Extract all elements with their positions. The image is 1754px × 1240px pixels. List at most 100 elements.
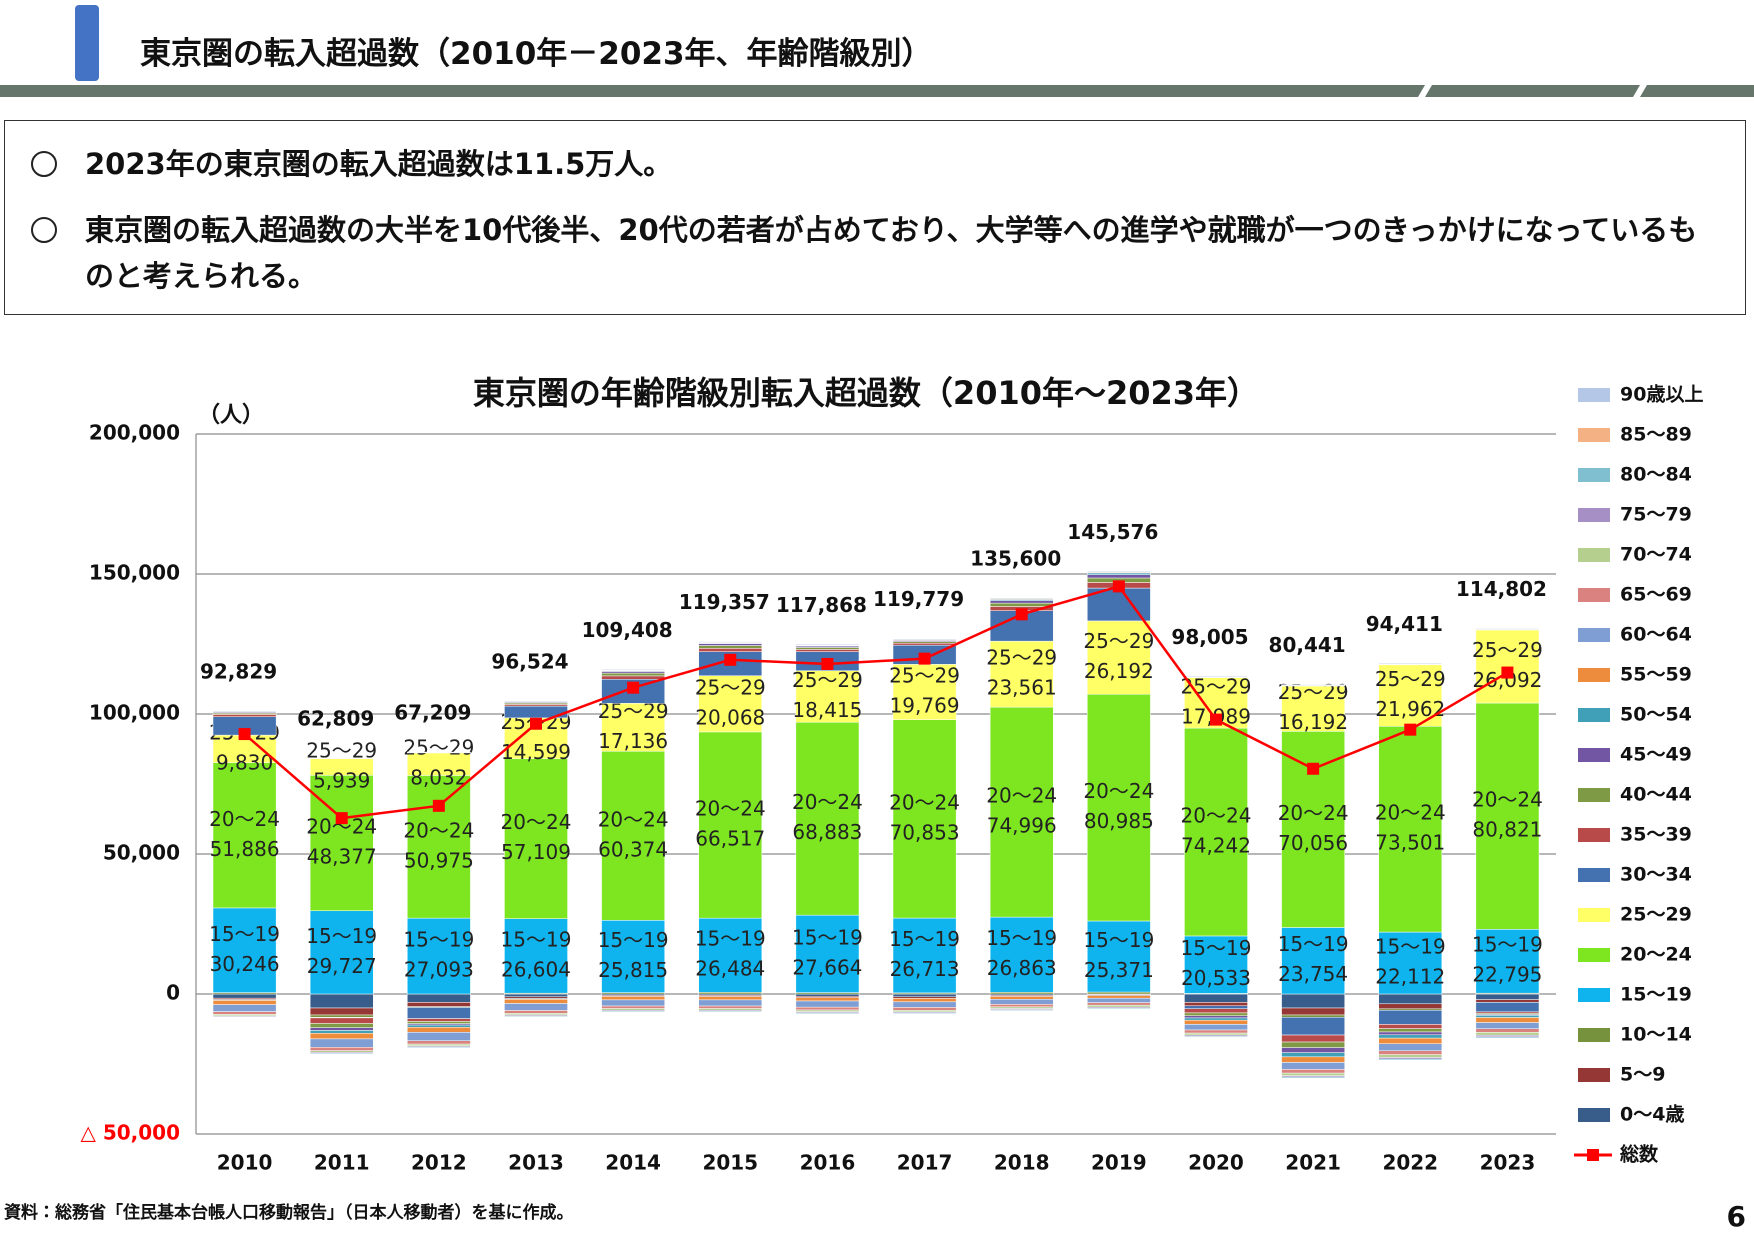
total-line bbox=[243, 584, 1509, 820]
bar-segment bbox=[1378, 993, 1443, 1005]
bar-segment bbox=[1475, 993, 1540, 1000]
data-label: 26,484 bbox=[695, 957, 765, 981]
summary-box: 2023年の東京圏の転入超過数は11.5万人。 東京圏の転入超過数の大半を10代… bbox=[4, 120, 1746, 315]
legend-marker bbox=[1587, 1149, 1599, 1161]
segment-name-label: 20～24 bbox=[792, 790, 863, 814]
page-number: 6 bbox=[1726, 1200, 1746, 1233]
bar-segment bbox=[407, 1018, 471, 1022]
bar-segment bbox=[601, 672, 665, 677]
legend-swatch bbox=[1578, 468, 1610, 482]
y-tick-label: 100,000 bbox=[89, 701, 180, 725]
data-label: 9,830 bbox=[216, 750, 273, 774]
bar-segment bbox=[1281, 1014, 1345, 1018]
bar-segment bbox=[1475, 1022, 1540, 1029]
bar-segment bbox=[309, 775, 374, 912]
segment-name-label: 20～24 bbox=[501, 810, 572, 834]
segment-name-label: 25～29 bbox=[403, 736, 474, 760]
bar-segment bbox=[212, 710, 277, 712]
bar-segment bbox=[1475, 628, 1540, 630]
bar-segment bbox=[309, 1053, 374, 1055]
bar-segment bbox=[407, 1021, 471, 1024]
data-label: 26,192 bbox=[1084, 659, 1154, 683]
segment-name-label: 25～29 bbox=[792, 668, 863, 692]
bar-segment bbox=[504, 918, 568, 994]
bar-segment bbox=[504, 704, 568, 707]
bar-segment bbox=[407, 1007, 471, 1019]
bar-segment bbox=[601, 996, 665, 1001]
y-tick-label: 0 bbox=[166, 981, 180, 1005]
bar-segment bbox=[795, 644, 860, 646]
legend-label: 0～4歳 bbox=[1620, 1104, 1684, 1126]
segment-name-label: 15～19 bbox=[695, 927, 766, 951]
data-label: 80,821 bbox=[1472, 818, 1542, 842]
bar-segment bbox=[1378, 1024, 1443, 1029]
bar-segment bbox=[698, 917, 763, 993]
bar-segment bbox=[1475, 702, 1540, 930]
segment-name-label: 20～24 bbox=[1472, 788, 1543, 812]
total-marker bbox=[530, 717, 542, 730]
bar-segment bbox=[601, 1005, 665, 1009]
bar-segment bbox=[1087, 574, 1151, 579]
legend-label: 25～29 bbox=[1620, 904, 1692, 926]
bar-segment bbox=[892, 1007, 957, 1011]
bar-segment bbox=[698, 675, 763, 733]
segment-name-label: 20～24 bbox=[1083, 779, 1154, 803]
bar-segment bbox=[1378, 726, 1443, 933]
total-marker bbox=[627, 681, 640, 694]
total-label: 62,809 bbox=[297, 706, 374, 730]
bar-segment bbox=[1087, 1004, 1151, 1008]
x-tick-label: 2017 bbox=[897, 1151, 953, 1175]
bar-segment bbox=[1378, 931, 1443, 995]
bar-segment bbox=[212, 1011, 277, 1015]
bar-segment bbox=[698, 1005, 763, 1009]
bar-segment bbox=[1378, 1037, 1443, 1044]
segment-name-label: 20～24 bbox=[695, 797, 766, 821]
bar-segment bbox=[892, 1001, 957, 1008]
x-tick-label: 2019 bbox=[1091, 1151, 1147, 1175]
bar-segment bbox=[1475, 1034, 1540, 1038]
segment-name-label: 15～19 bbox=[1278, 932, 1349, 956]
segment-name-label: 20～24 bbox=[403, 818, 474, 842]
segment-name-label: 20～24 bbox=[986, 784, 1057, 808]
bar-segment bbox=[989, 597, 1054, 599]
bar-segment bbox=[795, 1000, 860, 1008]
summary-text: 2023年の東京圏の転入超過数は11.5万人。 bbox=[85, 147, 673, 181]
bar-segment bbox=[795, 670, 860, 723]
bullet-mark bbox=[31, 217, 57, 243]
data-label: 70,853 bbox=[890, 820, 960, 844]
bar-segment bbox=[892, 719, 957, 919]
bar-segment bbox=[1184, 1012, 1248, 1016]
legend-swatch bbox=[1578, 628, 1610, 642]
legend-swatch bbox=[1578, 988, 1610, 1002]
total-label: 92,829 bbox=[200, 659, 277, 683]
bar-segment bbox=[407, 1043, 471, 1047]
bar-segment bbox=[1281, 993, 1345, 1009]
segment-name-label: 25～29 bbox=[695, 675, 766, 699]
bar-segment bbox=[989, 992, 1054, 995]
bar-segment bbox=[1281, 1034, 1345, 1043]
segment-name-label: 15～19 bbox=[889, 927, 960, 951]
legend-label: 60～64 bbox=[1620, 624, 1692, 646]
bar-segment bbox=[989, 999, 1054, 1005]
bar-segment bbox=[795, 1006, 860, 1011]
bar-segment bbox=[212, 714, 277, 717]
bar-segment bbox=[309, 1033, 374, 1040]
legend-label: 総数 bbox=[1619, 1143, 1659, 1166]
legend-swatch bbox=[1578, 588, 1610, 602]
bar-segment bbox=[892, 1012, 957, 1015]
data-label: 30,246 bbox=[210, 952, 280, 976]
bar-segment bbox=[1378, 1050, 1443, 1055]
bar-segment bbox=[407, 1040, 471, 1045]
bar-segment bbox=[601, 920, 665, 993]
legend-label: 30～34 bbox=[1620, 864, 1692, 886]
bar-segment bbox=[1281, 1052, 1345, 1058]
data-label: 26,713 bbox=[890, 957, 960, 981]
bar-segment bbox=[407, 1002, 471, 1007]
bar-segment bbox=[1184, 1024, 1248, 1031]
bar-segment bbox=[1475, 1017, 1540, 1023]
segment-name-label: 25～29 bbox=[1083, 629, 1154, 653]
data-label: 21,962 bbox=[1375, 697, 1445, 721]
total-label: 109,408 bbox=[582, 618, 673, 642]
data-label: 74,242 bbox=[1181, 834, 1251, 858]
summary-text: 東京圏の転入超過数の大半を10代後半、20代の若者が占めており、大学等への進学や… bbox=[85, 213, 1698, 293]
